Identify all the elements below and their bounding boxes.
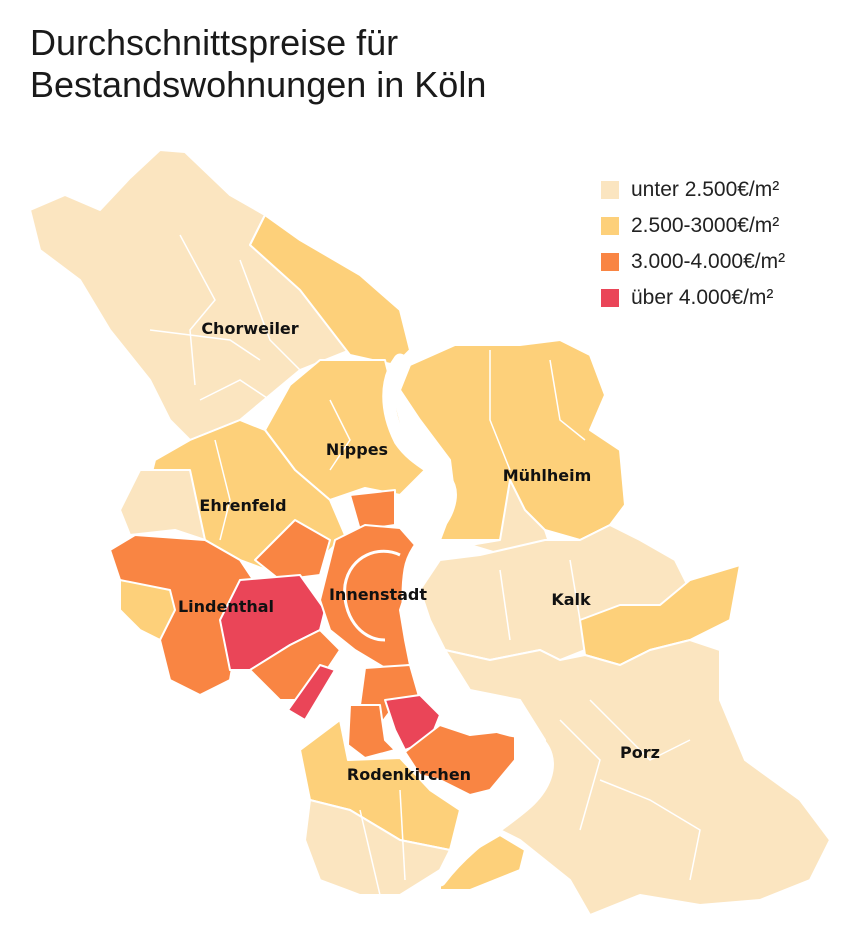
label-chorweiler: Chorweiler	[201, 319, 298, 338]
legend-label: 2.500-3000€/m²	[631, 214, 780, 237]
legend-swatch	[601, 253, 619, 271]
legend-item-3000-4000: 3.000-4.000€/m²	[601, 244, 785, 280]
boundary-porz-2	[599, 779, 701, 881]
map-title-line-1: Durchschnittspreise für	[30, 22, 399, 63]
boundary-rodenkirchen-1	[359, 809, 381, 896]
boundary-nippes-1	[329, 399, 351, 471]
area-ehrenfeld-west	[119, 469, 206, 541]
area-rodenkirchen-south	[404, 724, 516, 796]
district-labels: Chorweiler Nippes Mühlheim Ehrenfeld Inn…	[178, 319, 660, 784]
boundary-muehlheim-1	[489, 350, 511, 471]
area-rodenkirchen-deep-south	[304, 799, 451, 896]
label-porz: Porz	[620, 743, 660, 762]
label-kalk: Kalk	[551, 590, 591, 609]
boundary-chorweiler-3	[149, 329, 261, 361]
label-innenstadt: Innenstadt	[329, 585, 427, 604]
area-lindenthal-sw	[119, 579, 176, 641]
boundary-chorweiler-1	[179, 234, 216, 386]
legend-swatch	[601, 181, 619, 199]
legend-item-over-4000: über 4.000€/m²	[601, 280, 785, 316]
area-rodenkirchen-west	[347, 704, 396, 759]
boundary-chorweiler-2	[239, 259, 301, 371]
map-title: Durchschnittspreise für Bestandswohnunge…	[30, 22, 486, 106]
label-ehrenfeld: Ehrenfeld	[199, 496, 286, 515]
rhine-river	[382, 353, 554, 887]
legend-swatch	[601, 289, 619, 307]
legend-swatch	[601, 217, 619, 235]
legend: unter 2.500€/m² 2.500-3000€/m² 3.000-4.0…	[601, 172, 785, 316]
boundary-ehrenfeld-1	[214, 439, 231, 541]
legend-item-under-2500: unter 2.500€/m²	[601, 172, 785, 208]
label-nippes: Nippes	[326, 440, 388, 459]
boundary-muehlheim-2	[549, 359, 586, 441]
boundary-rodenkirchen-2	[399, 789, 406, 881]
area-marienburg-strip	[287, 664, 336, 721]
label-rodenkirchen: Rodenkirchen	[347, 765, 471, 784]
legend-label: unter 2.500€/m²	[631, 178, 780, 201]
innenstadt-ring	[343, 549, 401, 642]
boundary-porz-3	[559, 719, 601, 831]
area-neustadt-nord	[349, 489, 396, 531]
boundary-kalk-2	[569, 559, 581, 621]
area-innenstadt	[319, 524, 416, 669]
boundary-porz-1	[589, 699, 691, 761]
map-title-line-2: Bestandswohnungen in Köln	[30, 64, 487, 105]
legend-label: 3.000-4.000€/m²	[631, 250, 786, 273]
legend-label: über 4.000€/m²	[631, 286, 774, 309]
label-muehlheim: Mühlheim	[503, 466, 592, 485]
boundary-chorweiler-4	[199, 379, 271, 401]
district-boundaries	[149, 234, 701, 896]
legend-item-2500-3000: 2.500-3000€/m²	[601, 208, 785, 244]
label-lindenthal: Lindenthal	[178, 597, 274, 616]
boundary-kalk-1	[499, 569, 511, 641]
area-rodenkirchen-tip	[439, 834, 526, 891]
